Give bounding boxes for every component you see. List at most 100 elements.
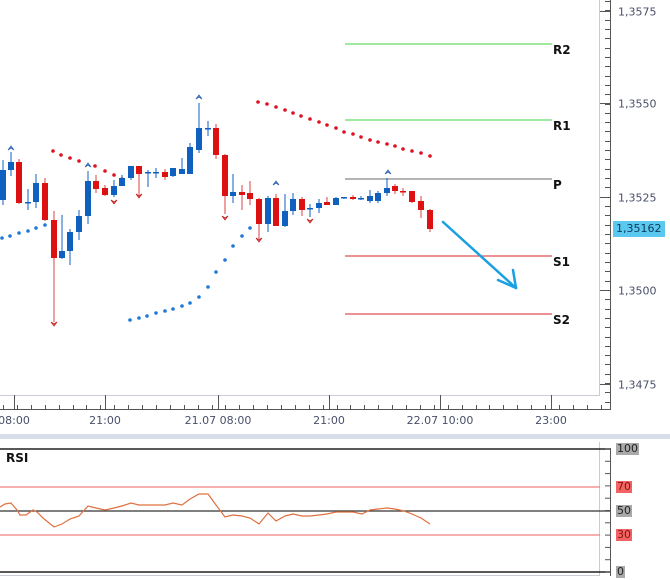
psar-dot-red xyxy=(283,108,287,112)
candle-body xyxy=(76,216,82,232)
price-tick-minor xyxy=(605,299,610,300)
psar-dot-red xyxy=(291,111,295,115)
rsi-line xyxy=(0,493,431,528)
panel-splitter[interactable] xyxy=(0,434,670,439)
price-tick-minor xyxy=(605,66,610,67)
time-axis[interactable] xyxy=(0,395,611,410)
psar-dot-blue xyxy=(17,231,21,235)
trend-arrow-icon xyxy=(441,220,518,290)
psar-dot-red xyxy=(299,114,303,118)
price-tick-major xyxy=(600,11,610,12)
trend-arrow-head xyxy=(496,278,518,290)
price-axis[interactable]: 1,3575 1,3550 1,3525 1,3500 1,3475 xyxy=(600,0,670,410)
candle-body xyxy=(350,197,356,199)
price-tick-label: 1,3550 xyxy=(618,97,657,111)
rsi-level-label: 100 xyxy=(616,442,639,455)
psar-dot-red xyxy=(265,102,269,106)
candle-body xyxy=(145,172,151,174)
candle-body xyxy=(316,203,322,208)
candle-body xyxy=(85,181,91,216)
time-tick-minor xyxy=(212,405,213,409)
price-tick-minor xyxy=(605,187,610,188)
time-tick-minor xyxy=(392,405,393,409)
psar-dot-blue xyxy=(137,316,141,320)
fractal-down-icon xyxy=(255,237,263,243)
price-tick-minor xyxy=(605,197,610,198)
candle-body xyxy=(392,186,398,191)
candle-body xyxy=(375,193,381,201)
time-tick-minor xyxy=(114,405,115,409)
time-tick-minor xyxy=(3,405,4,409)
time-tick-minor xyxy=(434,405,435,409)
fractal-down-icon xyxy=(221,215,229,221)
time-tick-minor xyxy=(545,405,546,409)
psar-dot-red xyxy=(368,138,372,142)
time-tick-minor xyxy=(531,405,532,409)
price-tick-minor xyxy=(605,243,610,244)
price-tick-minor xyxy=(605,271,610,272)
price-tick-minor xyxy=(605,355,610,356)
time-tick-label: 23:00 xyxy=(535,414,567,427)
time-tick-minor xyxy=(156,405,157,409)
fractal-down-icon xyxy=(135,193,143,199)
time-tick-minor xyxy=(503,405,504,409)
rsi-level-label: 70 xyxy=(616,480,632,493)
rsi-panel[interactable] xyxy=(0,442,600,576)
psar-dot-blue xyxy=(43,223,47,227)
candle-body xyxy=(265,198,271,224)
psar-dot-red xyxy=(401,147,405,151)
psar-dot-blue xyxy=(231,244,235,248)
pivot-label-r2: R2 xyxy=(553,43,571,57)
time-tick-minor xyxy=(295,405,296,409)
fractal-up-icon xyxy=(384,169,392,175)
time-tick-minor xyxy=(73,405,74,409)
psar-dot-red xyxy=(59,153,63,157)
candle-body xyxy=(230,192,236,196)
rsi-level-label: 50 xyxy=(616,504,632,517)
candle-body xyxy=(400,191,406,193)
time-tick-minor xyxy=(406,405,407,409)
time-tick-minor xyxy=(559,405,560,409)
time-tick-minor xyxy=(489,405,490,409)
time-tick-minor xyxy=(337,405,338,409)
price-tick-minor xyxy=(605,104,610,105)
time-tick-minor xyxy=(31,405,32,409)
psar-dot-blue xyxy=(163,309,167,313)
time-tick-label: 22.07 10:00 xyxy=(406,414,474,427)
psar-dot-red xyxy=(68,156,72,160)
candle-body xyxy=(59,251,65,258)
price-tick-minor xyxy=(605,48,610,49)
price-tick-minor xyxy=(605,337,610,338)
price-tick-minor xyxy=(605,318,610,319)
time-tick-label: 21:00 xyxy=(89,414,121,427)
candlestick-chart xyxy=(0,43,552,327)
time-tick-minor xyxy=(17,405,18,409)
candle-body xyxy=(25,202,31,204)
candle-body xyxy=(247,193,253,199)
psar-dot-red xyxy=(256,100,260,104)
price-chart-plot-area[interactable] xyxy=(0,0,600,396)
psar-dot-red xyxy=(351,132,355,136)
candle-body xyxy=(102,188,108,195)
time-tick-minor xyxy=(100,405,101,409)
time-tick-label: 08:00 xyxy=(0,414,30,427)
time-tick-minor xyxy=(281,405,282,409)
candle-body xyxy=(358,198,364,200)
candle-body xyxy=(205,128,211,130)
psar-dot-blue xyxy=(128,318,132,322)
time-tick-minor xyxy=(420,405,421,409)
time-tick-minor xyxy=(573,405,574,409)
psar-dot-red xyxy=(325,123,329,127)
price-tick-minor xyxy=(605,113,610,114)
candle-body xyxy=(128,166,134,178)
price-tick-minor xyxy=(605,122,610,123)
price-tick-minor xyxy=(605,290,610,291)
candle-body xyxy=(409,191,415,202)
pivot-label-s1: S1 xyxy=(553,255,570,269)
candle-body xyxy=(170,168,176,176)
fractal-up-icon xyxy=(7,145,15,151)
psar-dot-red xyxy=(77,159,81,163)
candle-body xyxy=(153,172,159,174)
fractal-down-icon xyxy=(306,218,314,224)
candle-body xyxy=(111,186,117,195)
